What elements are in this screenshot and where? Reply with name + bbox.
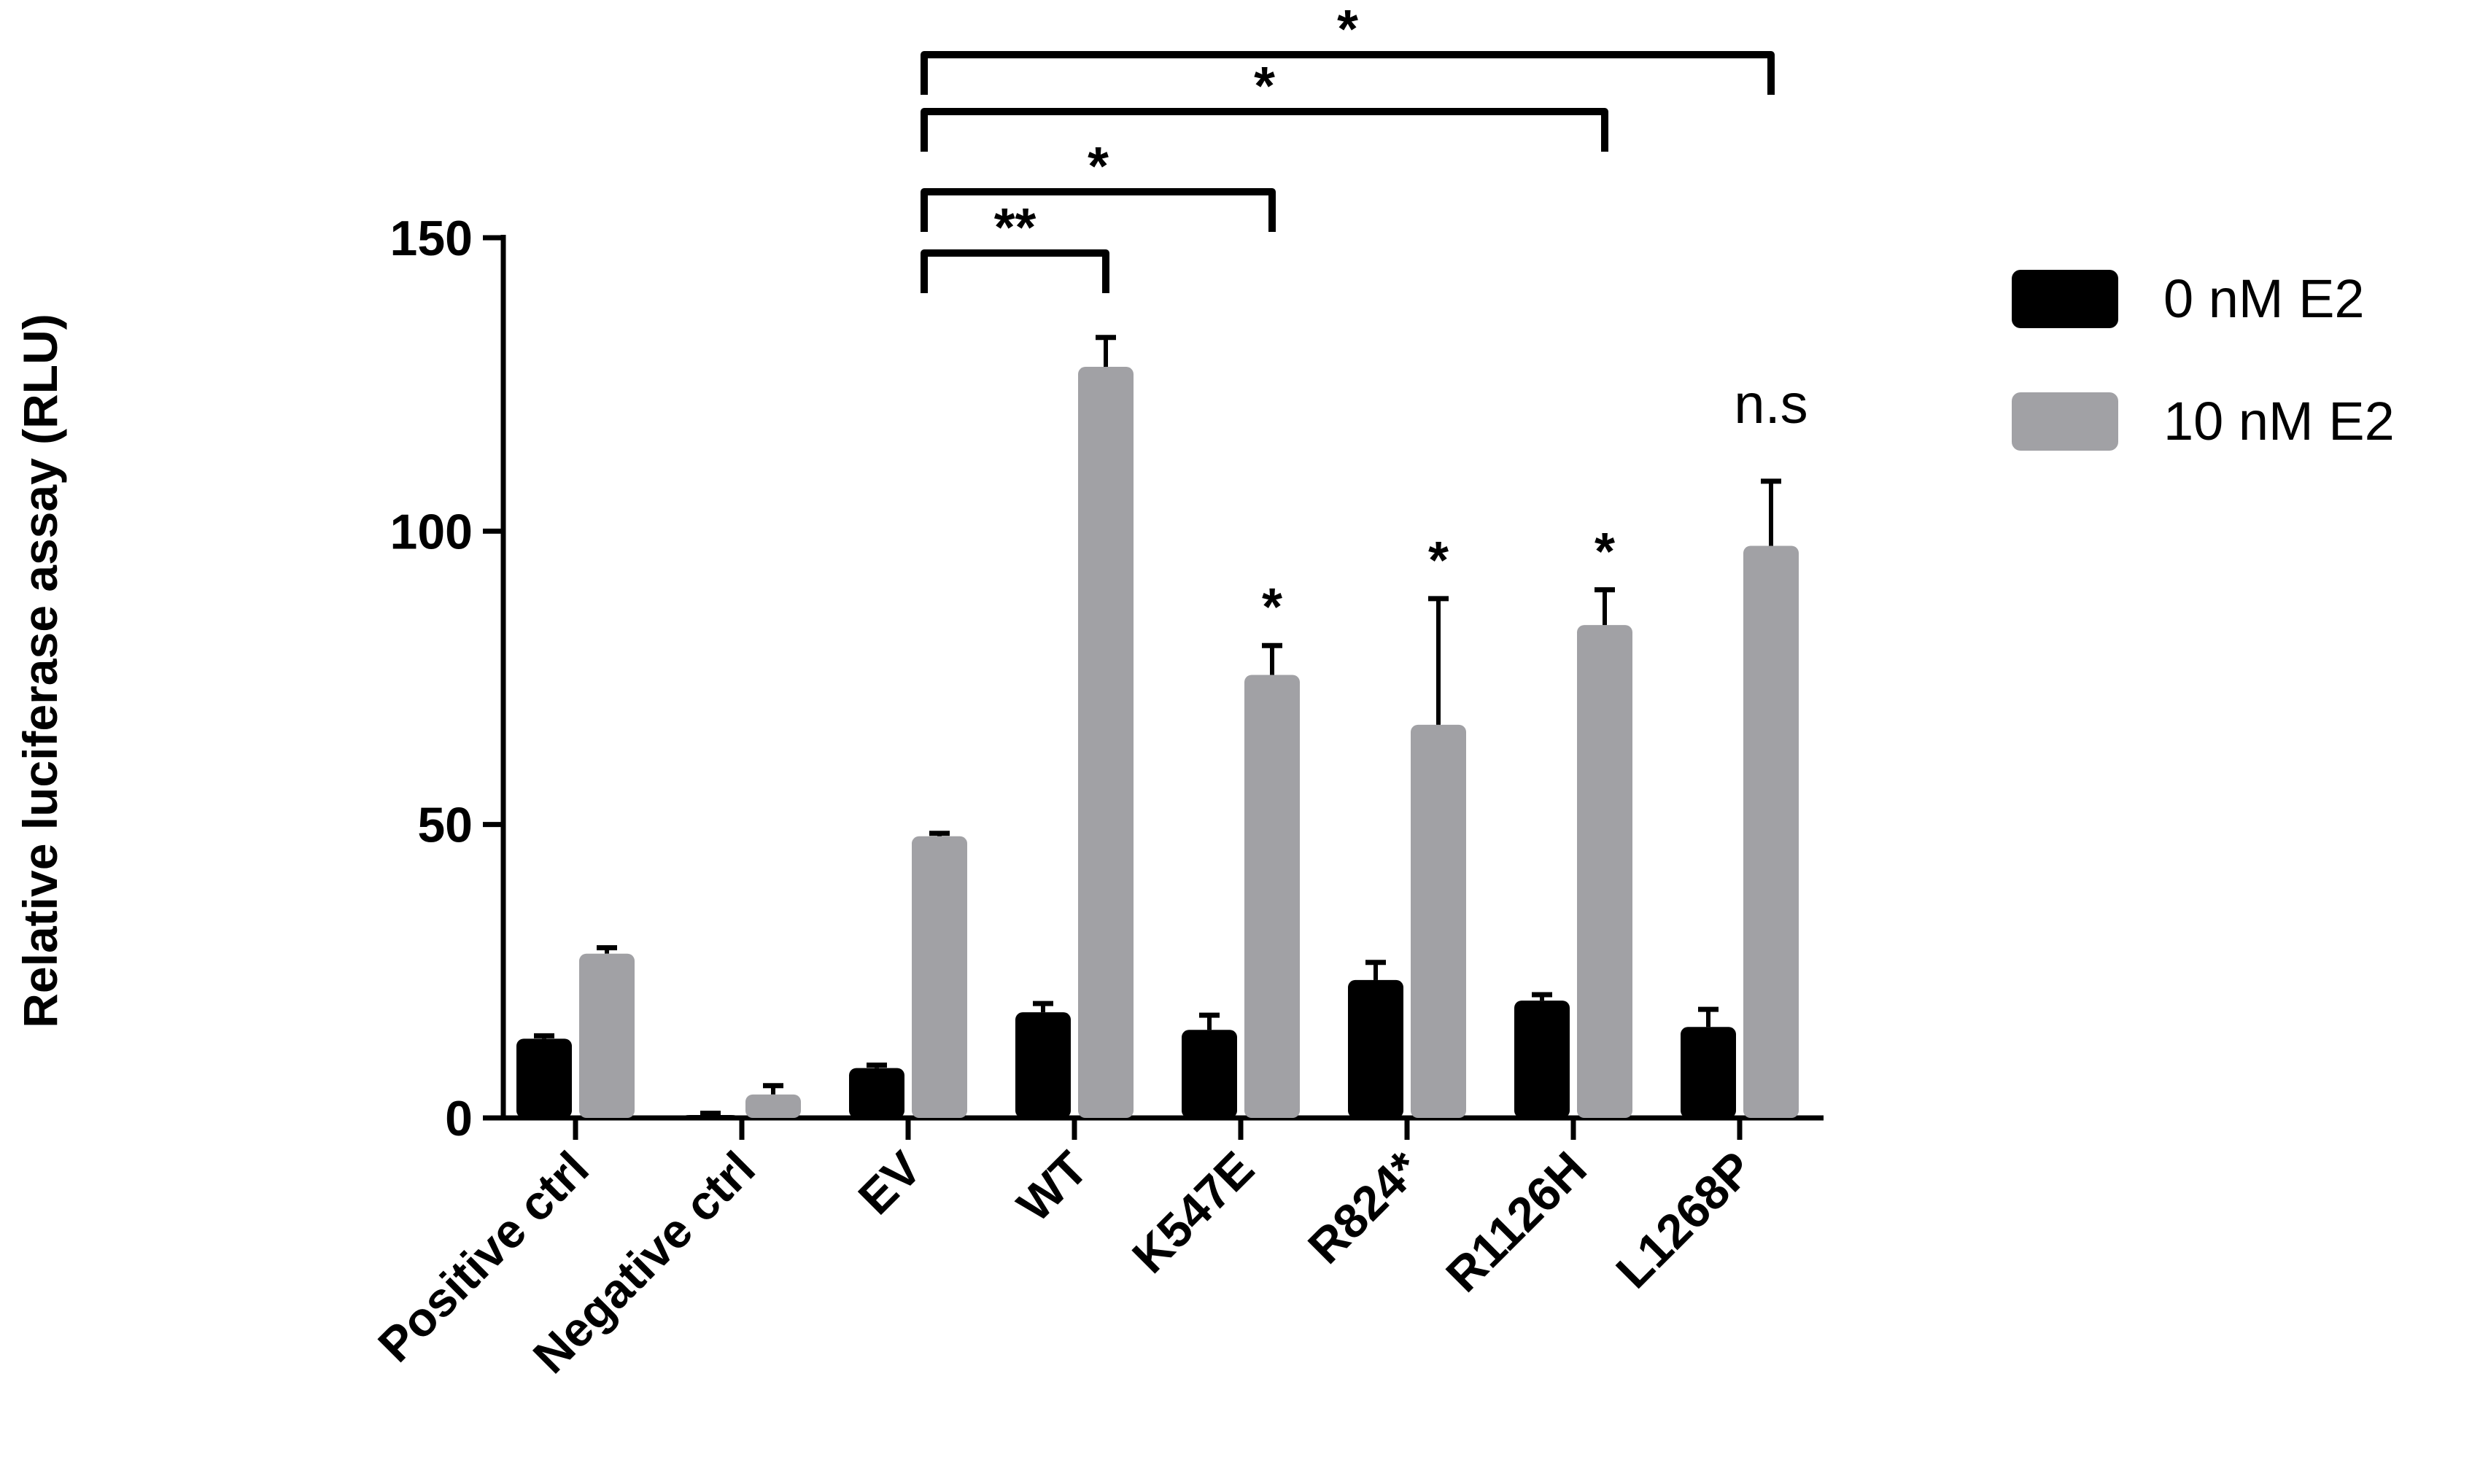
bar-10-nm-e2-k547e — [1244, 675, 1300, 1118]
comparison-bracket-ev-l1268p — [921, 51, 1775, 95]
y-tick-label: 100 — [390, 504, 473, 559]
comparison-bracket-ev-wt — [921, 249, 1109, 293]
y-tick-label: 50 — [417, 798, 473, 853]
comparison-bracket-ev-k547e — [921, 188, 1276, 232]
bar-10-nm-e2-wt — [1078, 367, 1134, 1119]
bar-0-nm-e2-r824 — [1348, 979, 1403, 1118]
bar-10-nm-e2-l1268p — [1743, 545, 1799, 1118]
bar-10-nm-e2-negative-ctrl — [745, 1094, 801, 1118]
comparison-label-k547e: * — [1088, 136, 1109, 196]
x-tick-label-wt: WT — [1007, 1141, 1098, 1232]
bar-10-nm-e2-r1126h — [1577, 625, 1632, 1118]
annotation-r824: * — [1428, 532, 1449, 590]
x-tick-label-ev: EV — [848, 1141, 931, 1225]
y-axis-label: Relative luciferase assay (RLU) — [13, 314, 67, 1027]
legend-swatch-10-nm-e2 — [2012, 392, 2118, 451]
annotation-k547e: * — [1262, 578, 1282, 637]
significance-brackets: ** *n.s***** — [921, 0, 1808, 637]
bar-0-nm-e2-k547e — [1182, 1030, 1237, 1118]
bar-0-nm-e2-negative-ctrl — [683, 1114, 738, 1118]
comparison-label-r1126h: * — [1254, 55, 1275, 116]
bar-0-nm-e2-wt — [1015, 1012, 1071, 1118]
annotation-l1268p: n.s — [1734, 373, 1807, 435]
bar-10-nm-e2-ev — [912, 836, 967, 1118]
comparison-label-l1268p: * — [1337, 0, 1358, 59]
legend-swatch-0-nm-e2 — [2012, 270, 2118, 328]
bar-0-nm-e2-ev — [849, 1068, 904, 1118]
bar-10-nm-e2-r824 — [1411, 724, 1466, 1118]
bar-0-nm-e2-r1126h — [1514, 1001, 1570, 1118]
y-tick-label: 150 — [390, 211, 473, 266]
x-tick-label-l1268p: L1268P — [1605, 1141, 1763, 1299]
comparison-label-wt: ** — [994, 197, 1037, 257]
legend-label-0-nm-e2: 0 nM E2 — [2163, 268, 2365, 329]
bar-10-nm-e2-positive-ctrl — [579, 953, 635, 1118]
legend: 0 nM E2 10 nM E2 — [2012, 268, 2395, 451]
annotation-r1126h: * — [1595, 523, 1615, 581]
legend-label-10-nm-e2: 10 nM E2 — [2163, 391, 2395, 451]
x-tick-label-k547e: K547E — [1122, 1141, 1264, 1283]
bars — [516, 335, 1799, 1119]
comparison-bracket-ev-r1126h — [921, 108, 1608, 152]
bar-0-nm-e2-positive-ctrl — [516, 1038, 572, 1118]
y-tick-label: 0 — [445, 1091, 473, 1146]
x-tick-label-r1126h: R1126H — [1435, 1141, 1597, 1302]
bar-0-nm-e2-l1268p — [1681, 1027, 1736, 1118]
x-tick-label-r824: R824* — [1298, 1141, 1430, 1273]
